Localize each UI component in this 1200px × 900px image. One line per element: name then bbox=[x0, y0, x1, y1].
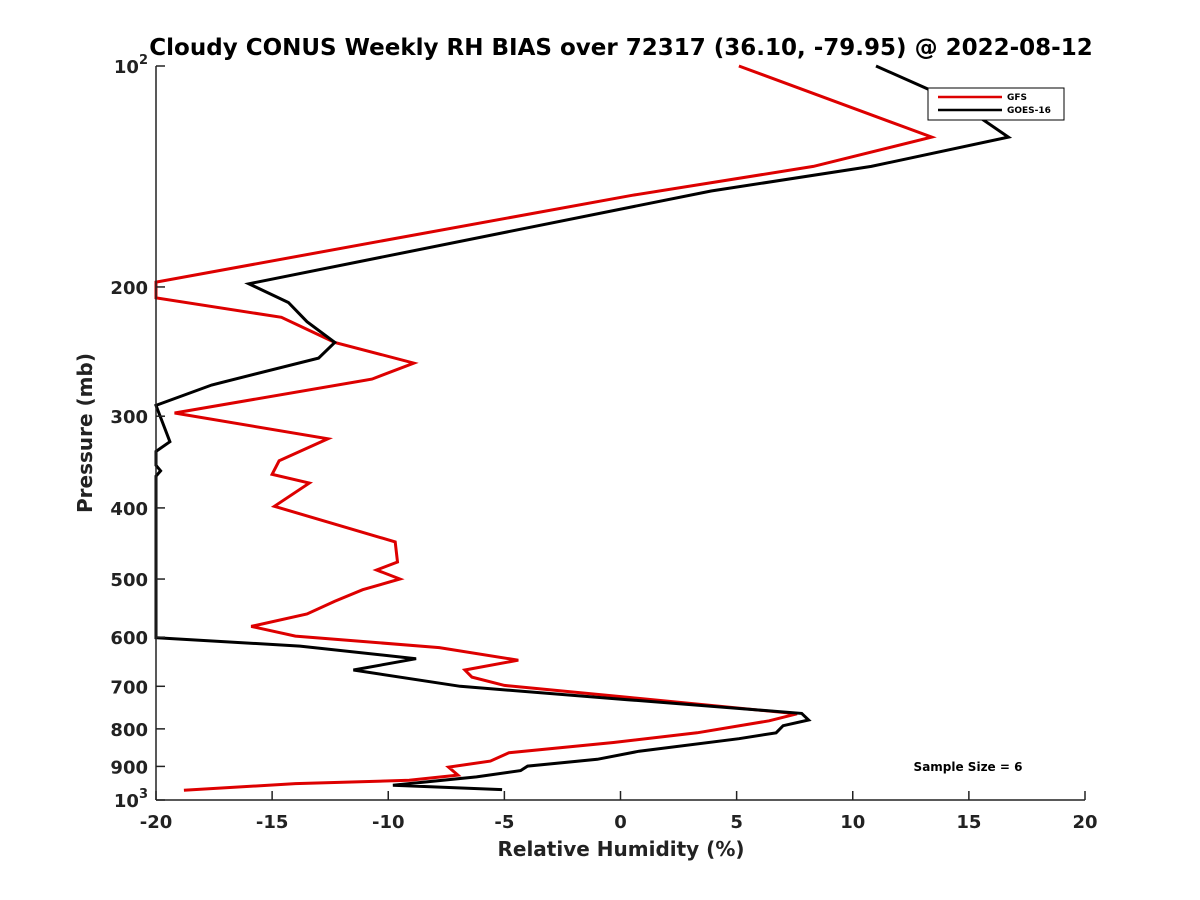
x-tick-label: -15 bbox=[256, 812, 289, 833]
y-tick-label: 700 bbox=[110, 677, 148, 698]
legend-label-gfs: GFS bbox=[1007, 93, 1027, 103]
legend-label-goes-16: GOES-16 bbox=[1007, 106, 1051, 116]
legend-box bbox=[927, 87, 1065, 121]
y-tick-label: 500 bbox=[110, 570, 148, 591]
legend: GFS GOES-16 bbox=[927, 87, 1065, 121]
plot-area: -20 -15 -10 -5 0 5 10 15 20 102 200 300 400 500 600 70… bbox=[110, 53, 1097, 833]
x-tick-label: 5 bbox=[730, 812, 743, 833]
y-axis-label: Pressure (mb) bbox=[73, 353, 97, 513]
series-line-goes-16 bbox=[154, 64, 1013, 792]
y-tick-label: 102 bbox=[114, 53, 148, 78]
sample-size-annotation: Sample Size = 6 bbox=[914, 760, 1023, 774]
y-tick-label: 900 bbox=[110, 757, 148, 778]
chart-title: Cloudy CONUS Weekly RH BIAS over 72317 (… bbox=[149, 35, 1092, 61]
x-tick-label: -10 bbox=[372, 812, 405, 833]
x-tick-label: -20 bbox=[140, 812, 173, 833]
series-line-gfs bbox=[154, 64, 937, 792]
x-tick-label: 15 bbox=[956, 812, 981, 833]
y-ticks: 102 200 300 400 500 600 700 800 900 103 bbox=[110, 53, 165, 812]
x-ticks: -20 -15 -10 -5 0 5 10 15 20 bbox=[140, 791, 1098, 833]
x-tick-label: -5 bbox=[494, 812, 514, 833]
x-axis-label: Relative Humidity (%) bbox=[497, 837, 744, 861]
x-tick-label: 20 bbox=[1072, 812, 1097, 833]
y-tick-label: 600 bbox=[110, 628, 148, 649]
y-tick-label: 103 bbox=[114, 787, 148, 812]
y-tick-label: 800 bbox=[110, 720, 148, 741]
y-tick-label: 200 bbox=[110, 278, 148, 299]
y-tick-label: 400 bbox=[110, 499, 148, 520]
y-tick-label: 300 bbox=[110, 407, 148, 428]
x-tick-label: 0 bbox=[614, 812, 627, 833]
x-tick-label: 10 bbox=[840, 812, 865, 833]
series-layer bbox=[154, 64, 1013, 792]
